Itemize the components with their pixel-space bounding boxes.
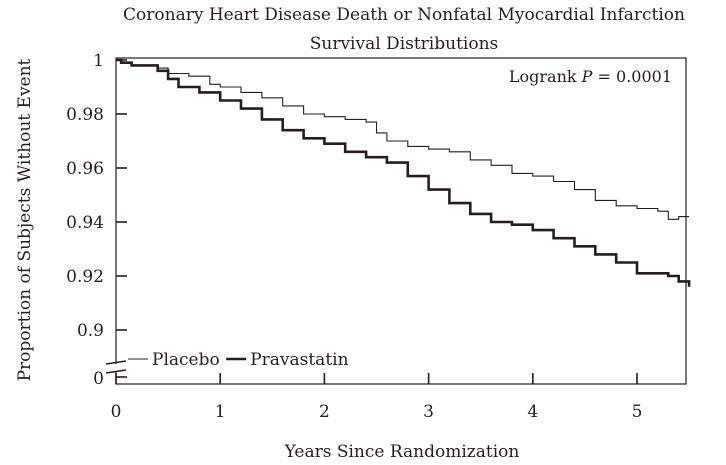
y-zero-label: 0 (93, 369, 104, 389)
y-axis: 0.9 0.92 0.94 0.96 0.98 1 (66, 51, 127, 341)
chart-subtitle: Survival Distributions (310, 34, 499, 54)
logrank-annotation: Logrank P = 0.0001 (509, 67, 672, 86)
x-tick-label: 4 (527, 402, 538, 422)
x-tick-label: 5 (632, 402, 643, 422)
x-tick-label: 1 (215, 402, 226, 422)
break-mark (105, 360, 127, 365)
y-tick-label: 0.92 (66, 267, 104, 287)
x-tick-label: 0 (111, 402, 122, 422)
legend: Placebo Pravastatin (128, 350, 349, 370)
y-tick-label: 0.94 (66, 213, 104, 233)
x-tick-label: 3 (423, 402, 434, 422)
axis-break: 0 (93, 360, 128, 389)
legend-label-placebo: Placebo (152, 350, 220, 370)
break-mark (105, 369, 127, 374)
y-tick-label: 0.9 (77, 321, 104, 341)
legend-label-pravastatin: Pravastatin (250, 350, 348, 370)
series-line-pravastatin (116, 58, 691, 287)
x-axis-label: Years Since Randomization (284, 442, 520, 462)
y-tick-label: 0.98 (66, 105, 104, 125)
chart-title: Coronary Heart Disease Death or Nonfatal… (123, 5, 685, 25)
series-lines (116, 58, 691, 287)
plot-frame (115, 57, 687, 385)
y-axis-label: Proportion of Subjects Without Event (15, 58, 35, 381)
y-tick-label: 0.96 (66, 159, 104, 179)
series-line-placebo (116, 59, 690, 220)
y-tick-label: 1 (93, 51, 104, 71)
x-axis: 0 1 2 3 4 5 (111, 373, 643, 422)
x-tick-label: 2 (319, 402, 330, 422)
break-gap (104, 364, 128, 372)
